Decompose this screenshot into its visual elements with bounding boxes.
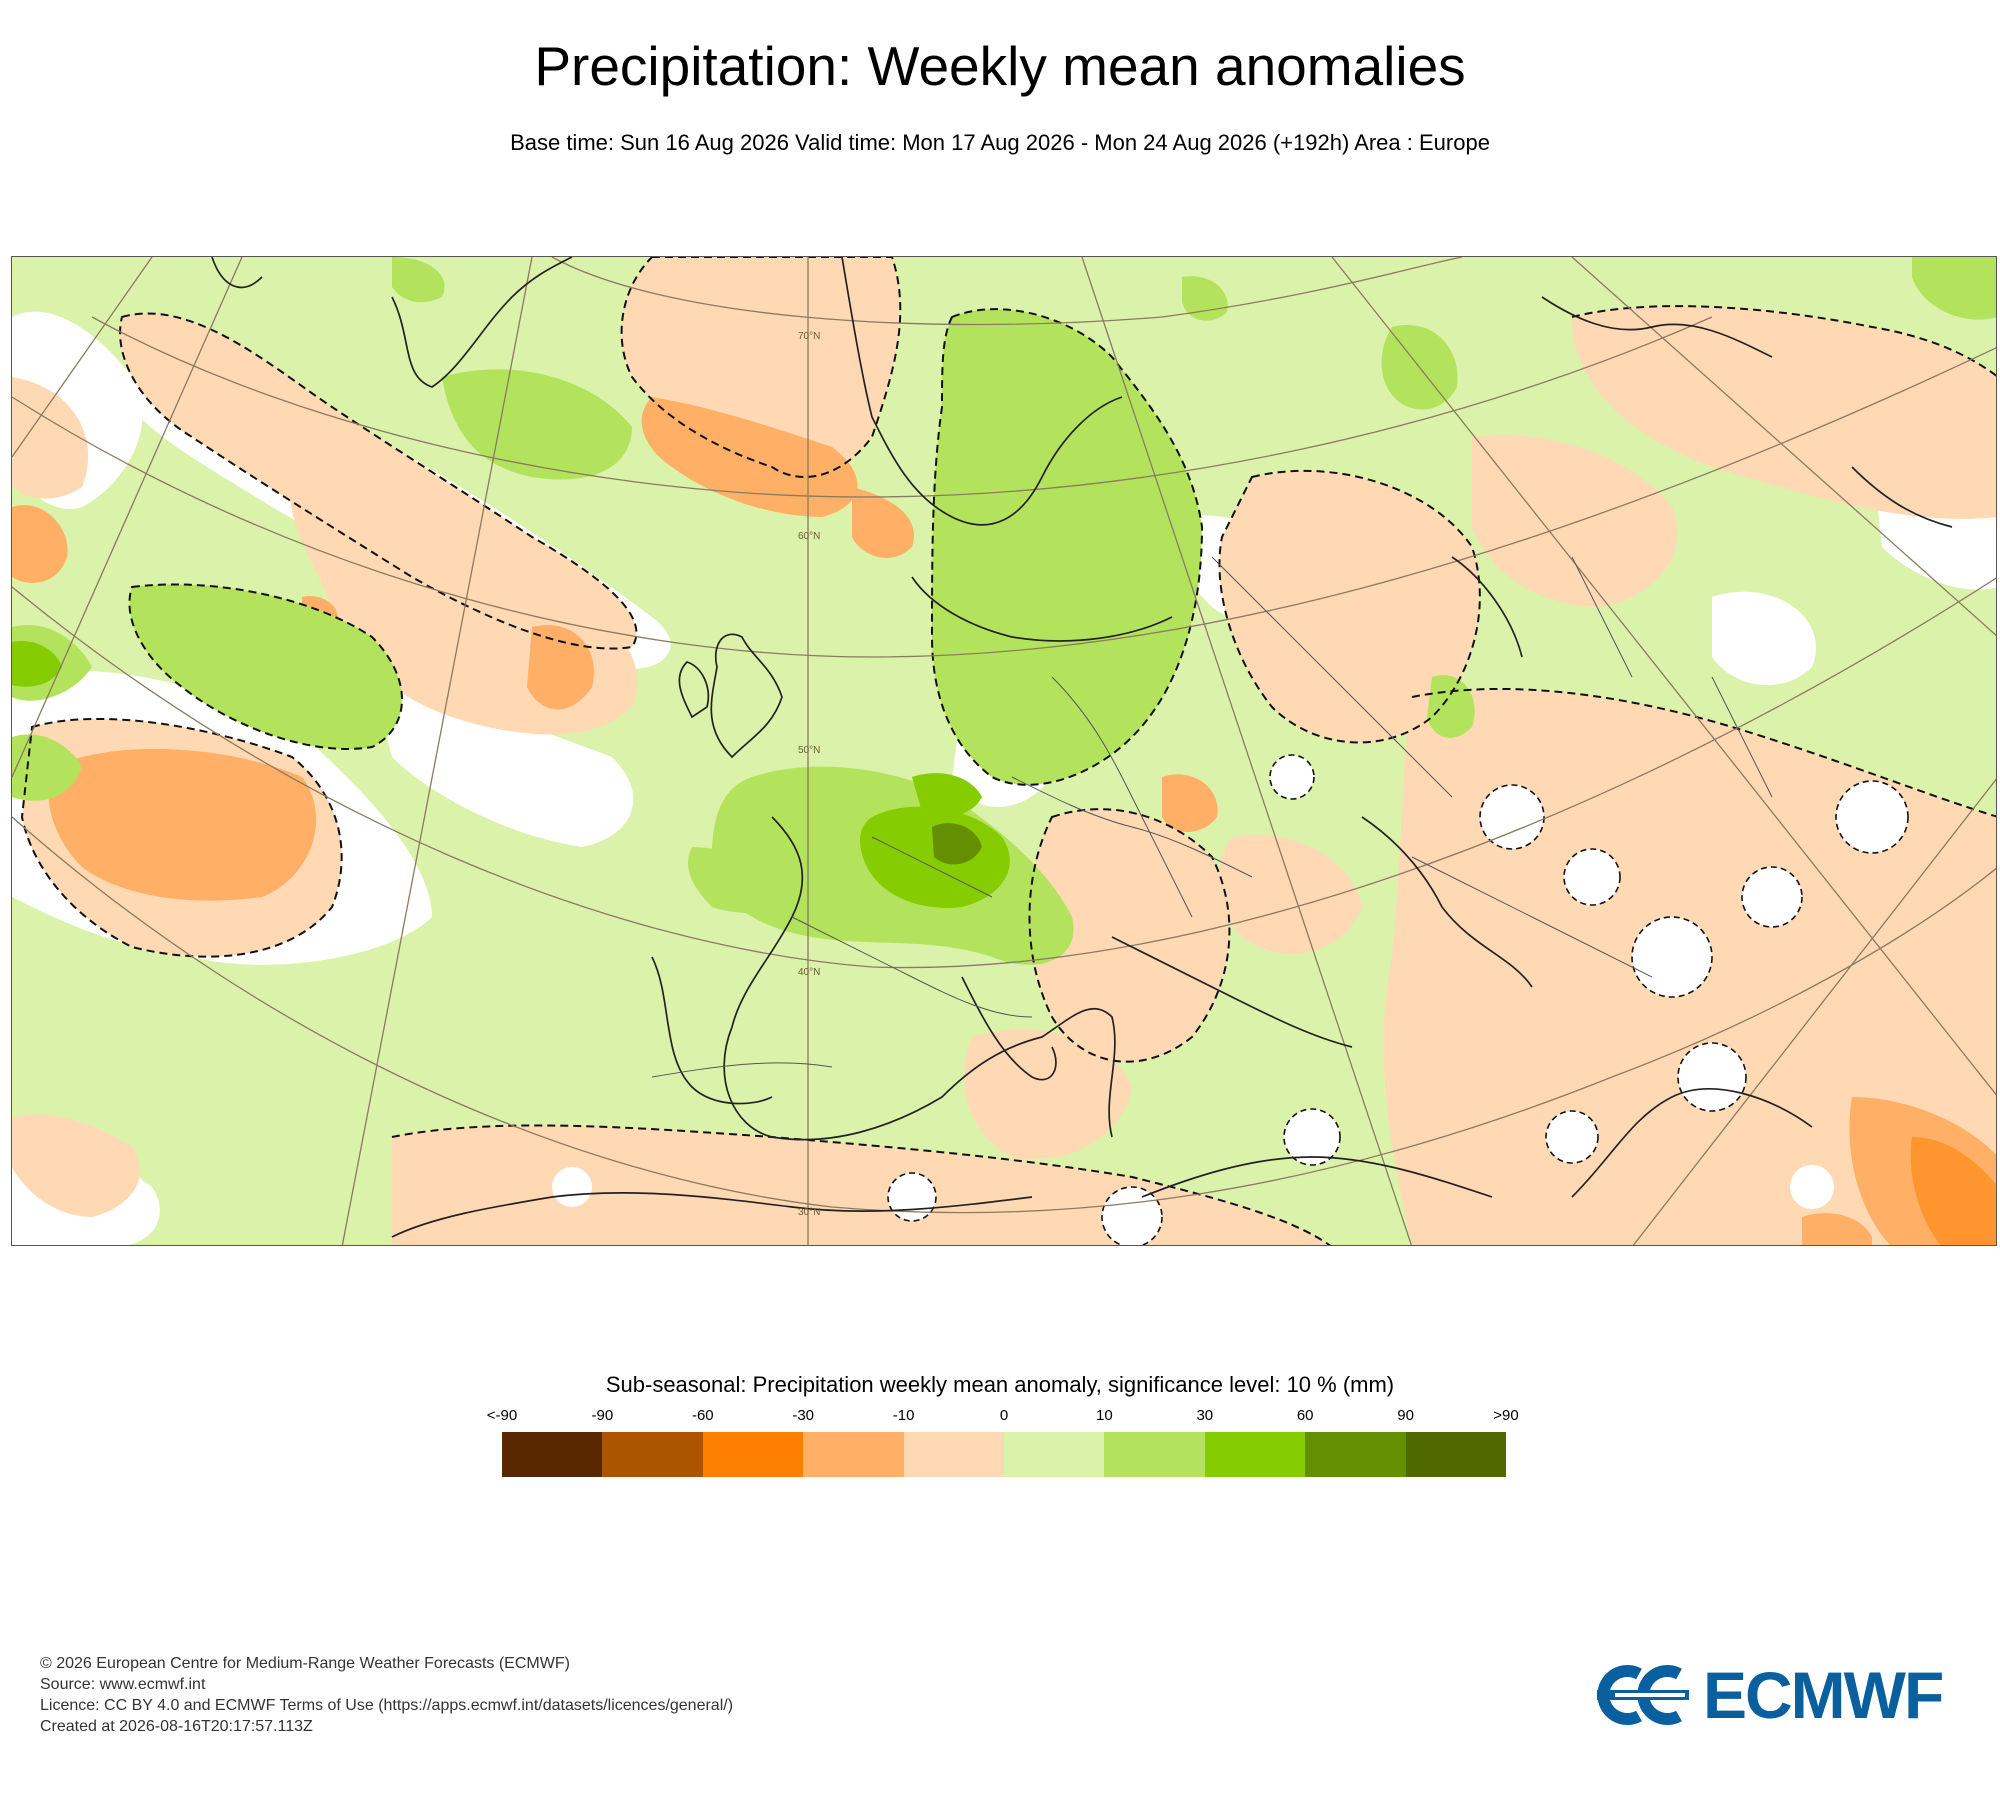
legend-swatch <box>803 1432 904 1477</box>
source-text: Source: www.ecmwf.int <box>40 1676 206 1693</box>
legend-label: -90 <box>591 1407 614 1424</box>
legend-labels: <-90 -90 -60 -30 -10 0 10 30 60 90 >90 <box>0 1407 2000 1427</box>
legend-label: >90 <box>1493 1407 1519 1424</box>
graticule <box>12 257 1996 1245</box>
copyright-text: © 2026 European Centre for Medium-Range … <box>40 1655 570 1672</box>
legend-label: 60 <box>1296 1407 1314 1424</box>
legend-swatch <box>1104 1432 1205 1477</box>
anomaly-map: 70°N 60°N 50°N 40°N 30°N <box>11 256 1997 1246</box>
legend-swatch <box>1004 1432 1105 1477</box>
medium-negative-areas <box>12 397 1996 1245</box>
coastlines <box>211 257 1953 1238</box>
lat-label-50: 50°N <box>798 745 820 756</box>
ecmwf-logo: ECMWF <box>1595 1658 1975 1732</box>
legend-swatch <box>903 1432 1005 1477</box>
lat-label-60: 60°N <box>798 531 820 542</box>
strong-negative-areas <box>1910 1137 1996 1245</box>
ecmwf-logo-text: ECMWF <box>1703 1658 1944 1732</box>
legend-swatch <box>602 1432 703 1477</box>
legend-swatch <box>1204 1432 1306 1477</box>
footer-credits: © 2026 European Centre for Medium-Range … <box>40 1653 733 1737</box>
legend-label: -30 <box>792 1407 815 1424</box>
licence-text: Licence: CC BY 4.0 and ECMWF Terms of Us… <box>40 1697 734 1714</box>
legend-colorbar <box>502 1432 1507 1477</box>
legend-label: 0 <box>999 1407 1009 1424</box>
latitude-labels: 70°N 60°N 50°N 40°N 30°N <box>798 331 820 1218</box>
legend-swatch <box>702 1432 804 1477</box>
map-canvas: 70°N 60°N 50°N 40°N 30°N <box>12 257 1996 1245</box>
significance-contours <box>20 257 1996 1245</box>
legend-label: -10 <box>892 1407 915 1424</box>
very-strong-positive-areas <box>932 823 982 865</box>
legend-label: 10 <box>1096 1407 1113 1424</box>
neutral-spots <box>552 755 1908 1245</box>
lat-label-70: 70°N <box>798 331 820 342</box>
page-title: Precipitation: Weekly mean anomalies <box>534 35 1466 97</box>
ecmwf-logo-icon <box>1597 1665 1689 1725</box>
legend-label: -60 <box>691 1407 714 1424</box>
legend-label: 90 <box>1397 1407 1414 1424</box>
significance-contours-small <box>887 754 1909 1245</box>
lat-label-40: 40°N <box>798 967 820 978</box>
legend-swatch <box>1305 1432 1406 1477</box>
page-subtitle: Base time: Sun 16 Aug 2026 Valid time: M… <box>510 130 1490 155</box>
legend-title: Sub-seasonal: Precipitation weekly mean … <box>605 1372 1395 1397</box>
legend-label: 30 <box>1196 1407 1214 1424</box>
country-borders <box>651 556 1773 1078</box>
legend-label: <-90 <box>486 1407 518 1424</box>
created-at-text: Created at 2026-08-16T20:17:57.113Z <box>40 1718 313 1735</box>
legend-swatch <box>1405 1432 1507 1477</box>
lat-label-30: 30°N <box>798 1207 820 1218</box>
legend-swatch <box>502 1432 603 1477</box>
